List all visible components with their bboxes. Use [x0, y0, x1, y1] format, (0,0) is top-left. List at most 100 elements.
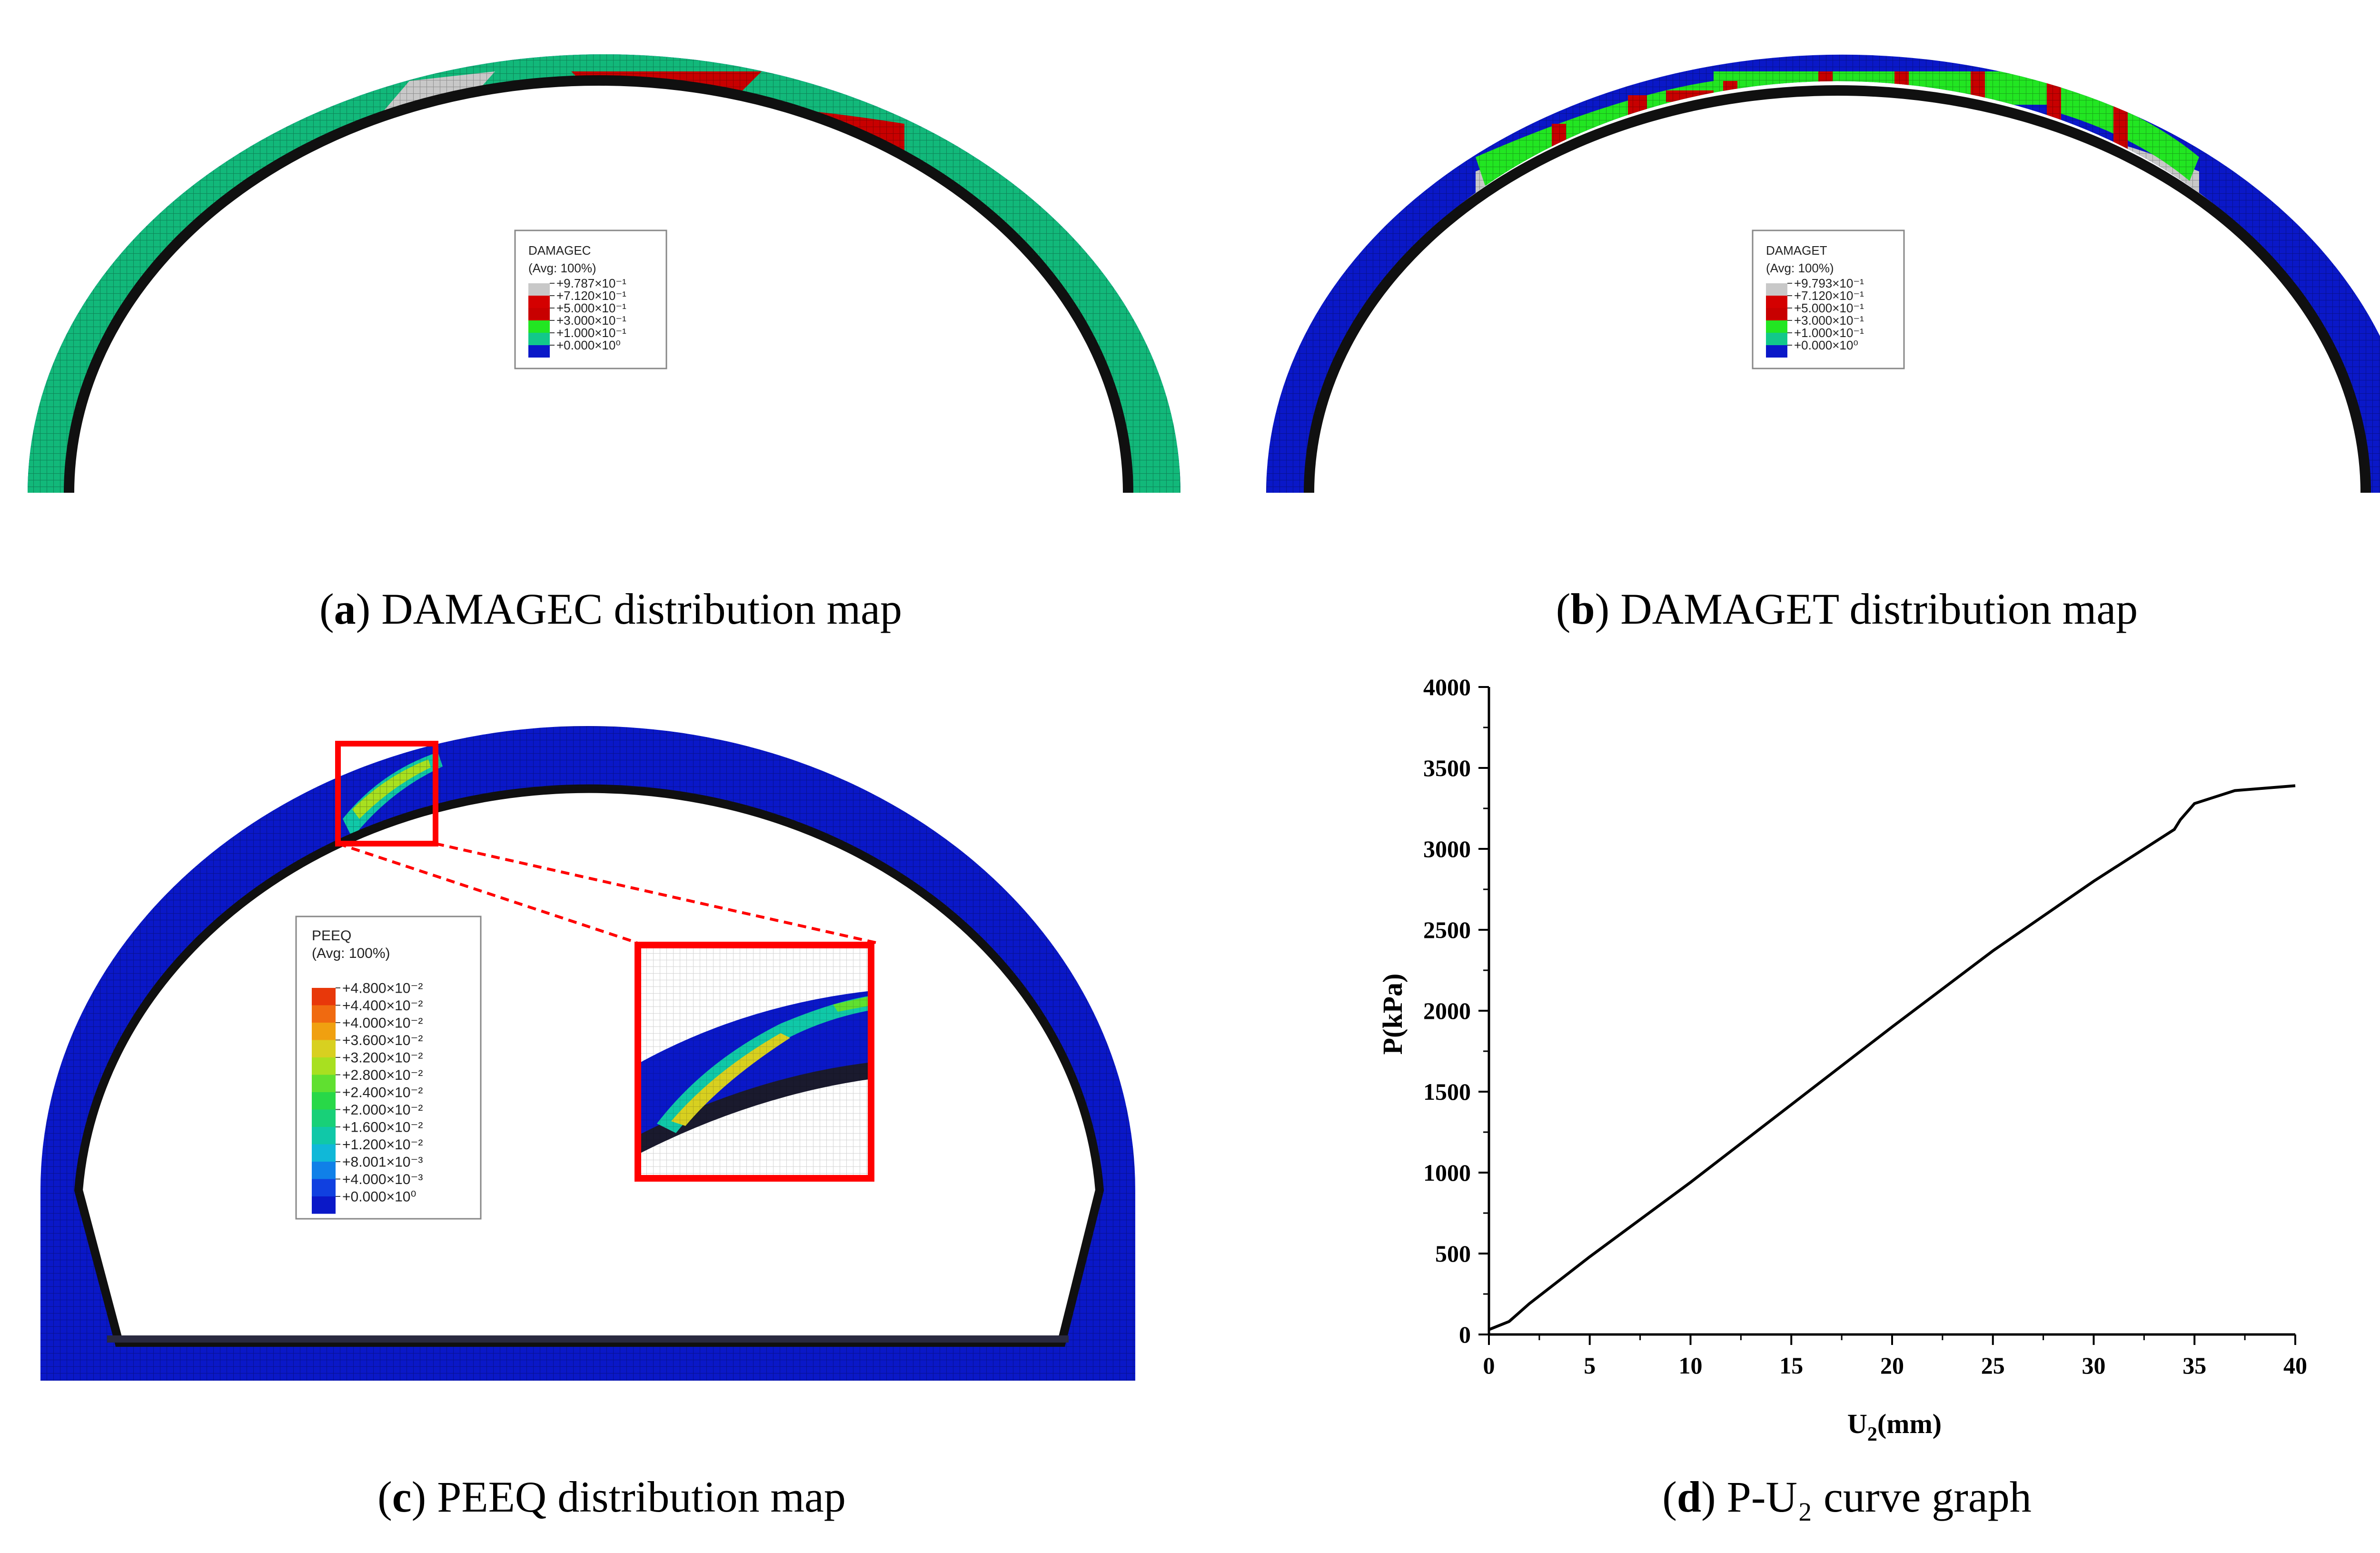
- chart-xlabel-text: U2(mm): [1847, 1408, 1942, 1445]
- legend-b-label: +3.000×10⁻¹: [1794, 313, 1864, 328]
- legend-c-label: +2.000×10⁻²: [342, 1102, 423, 1118]
- legend-c-swatch: [312, 1023, 336, 1040]
- legend-a-entries: +9.787×10⁻¹+7.120×10⁻¹+5.000×10⁻¹+3.000×…: [528, 276, 626, 358]
- legend-b-label: +5.000×10⁻¹: [1794, 301, 1864, 315]
- chart-y-tick-label: 2000: [1423, 997, 1471, 1024]
- chart-x-tick-label: 0: [1483, 1352, 1495, 1379]
- zoom-frame: [635, 942, 874, 1182]
- caption-d-text: ) P-U₂ curve graph: [1701, 1473, 2032, 1521]
- tunnel-mesh: [40, 726, 1135, 1381]
- arch-b-inner-edge: [1304, 85, 2371, 493]
- legend-c-swatch: [312, 1109, 336, 1127]
- chart-x-tick-label: 35: [2182, 1352, 2206, 1379]
- legend-b-subtitle: (Avg: 100%): [1766, 261, 1834, 275]
- legend-c-label: +4.800×10⁻²: [342, 981, 423, 996]
- panel-a-damagec-map: DAMAGEC (Avg: 100%) +9.787×10⁻¹+7.120×10…: [28, 54, 1181, 493]
- legend-c: PEEQ (Avg: 100%) +4.800×10⁻²+4.400×10⁻²+…: [295, 916, 482, 1220]
- caption-b-text: ) DAMAGET distribution map: [1595, 585, 2138, 633]
- legend-c-label: +0.000×10⁰: [342, 1189, 416, 1205]
- panel-b-damaget-map: DAMAGET (Avg: 100%) +9.793×10⁻¹+7.120×10…: [1266, 54, 2380, 493]
- chart-x-tick-label: 15: [1779, 1352, 1803, 1379]
- legend-a-swatch: [528, 320, 550, 333]
- legend-a-swatch: [528, 308, 550, 320]
- chart-x-tick-label: 30: [2082, 1352, 2106, 1379]
- chart-y-tick-label: 4000: [1423, 674, 1471, 700]
- chart-y-tick-label: 500: [1435, 1240, 1471, 1267]
- legend-c-swatch: [312, 1005, 336, 1023]
- zoom-leader-top: [435, 842, 876, 944]
- legend-a-label: +7.120×10⁻¹: [556, 289, 626, 303]
- legend-a-label: +9.787×10⁻¹: [556, 276, 626, 290]
- legend-b-label: +0.000×10⁰: [1794, 338, 1858, 352]
- legend-a: DAMAGEC (Avg: 100%) +9.787×10⁻¹+7.120×10…: [514, 229, 667, 369]
- legend-a-label: +3.000×10⁻¹: [556, 313, 626, 328]
- chart-x-tick-label: 40: [2283, 1352, 2307, 1379]
- xlabel-main: U: [1847, 1408, 1867, 1439]
- legend-b-swatch: [1766, 308, 1787, 320]
- legend-c-swatch: [312, 1144, 336, 1162]
- legend-b-swatch: [1766, 320, 1787, 333]
- legend-b-swatch: [1766, 345, 1787, 358]
- legend-a-label: +1.000×10⁻¹: [556, 326, 626, 340]
- highlight-box: [335, 741, 438, 846]
- arch-a-inner-edge: [64, 75, 1133, 493]
- legend-c-label: +4.000×10⁻³: [342, 1172, 423, 1187]
- legend-c-title: PEEQ: [312, 928, 351, 944]
- chart-y-tick-label: 2500: [1423, 916, 1471, 943]
- tunnel-base-blue: [40, 726, 1135, 1381]
- legend-a-swatch: [528, 345, 550, 358]
- legend-c-label: +1.600×10⁻²: [342, 1120, 423, 1135]
- legend-c-label: +3.600×10⁻²: [342, 1033, 423, 1048]
- legend-a-swatch: [528, 333, 550, 345]
- panel-d-pu2-chart: 0 5 10 15 20 25 30 35 40 0 500 1000 1500 2000 2500 3000…: [1377, 674, 2307, 1445]
- chart-y-tick-label: 1000: [1423, 1159, 1471, 1186]
- legend-c-label: +3.200×10⁻²: [342, 1050, 423, 1066]
- legend-c-swatch: [312, 1162, 336, 1179]
- zoom-inset: [635, 942, 874, 1182]
- chart-series-line: [1488, 784, 2296, 1331]
- legend-c-label: +2.800×10⁻²: [342, 1067, 423, 1083]
- legend-b-label: +9.793×10⁻¹: [1794, 276, 1864, 290]
- legend-c-swatch: [312, 1196, 336, 1214]
- legend-c-label: +8.001×10⁻³: [342, 1155, 423, 1170]
- legend-a-label: +0.000×10⁰: [556, 338, 621, 352]
- legend-c-swatch: [312, 1057, 336, 1075]
- legend-c-swatch: [312, 1075, 336, 1092]
- legend-b-swatch: [1766, 333, 1787, 345]
- chart-y-tick-label: 1500: [1423, 1078, 1471, 1105]
- legend-c-subtitle: (Avg: 100%): [312, 946, 390, 961]
- chart-axes: [1488, 687, 2295, 1336]
- legend-a-swatch: [528, 296, 550, 308]
- chart-x-tick-label: 20: [1880, 1352, 1904, 1379]
- legend-a-subtitle: (Avg: 100%): [528, 261, 596, 275]
- legend-c-entries: +4.800×10⁻² +4.400×10⁻²+4.000×10⁻² +3.600×…: [312, 981, 423, 1214]
- chart-y-tick-label: 3000: [1423, 836, 1471, 862]
- chart-x-tick-label: 25: [1981, 1352, 2005, 1379]
- legend-b-swatch: [1766, 296, 1787, 308]
- caption-a: (a) DAMAGEC distribution map: [319, 585, 902, 633]
- caption-a-letter: a: [334, 585, 356, 633]
- xlabel-sub: 2: [1867, 1424, 1877, 1445]
- legend-b-title: DAMAGET: [1766, 243, 1827, 258]
- chart-x-tick-label: 5: [1584, 1352, 1596, 1379]
- legend-c-label: +2.400×10⁻²: [342, 1085, 423, 1101]
- chart-x-tick-label: 10: [1679, 1352, 1703, 1379]
- chart-ylabel: P(kPa): [1377, 974, 1408, 1055]
- legend-c-swatch: [312, 1179, 336, 1196]
- chart-y-tick-label: 0: [1459, 1321, 1471, 1348]
- chart-xlabel: U2(mm): [1847, 1408, 1942, 1445]
- caption-b: (b) DAMAGET distribution map: [1556, 585, 2138, 633]
- tunnel-contour: [40, 726, 1135, 1381]
- legend-a-label: +5.000×10⁻¹: [556, 301, 626, 315]
- caption-c-text: ) PEEQ distribution map: [412, 1473, 846, 1521]
- legend-c-swatch: [312, 1092, 336, 1110]
- legend-c-swatch: [312, 1127, 336, 1145]
- legend-a-swatch: [528, 283, 550, 296]
- caption-a-text: ) DAMAGEC distribution map: [356, 585, 902, 633]
- caption-d-letter: d: [1677, 1473, 1701, 1521]
- legend-b-label: +7.120×10⁻¹: [1794, 289, 1864, 303]
- legend-c-label: +1.200×10⁻²: [342, 1137, 423, 1153]
- tunnel-inner-edge: [74, 784, 1104, 1347]
- chart-ticks: 0 5 10 15 20 25 30 35 40 0 500 1000 1500 2000 2500 3000…: [1423, 674, 2307, 1379]
